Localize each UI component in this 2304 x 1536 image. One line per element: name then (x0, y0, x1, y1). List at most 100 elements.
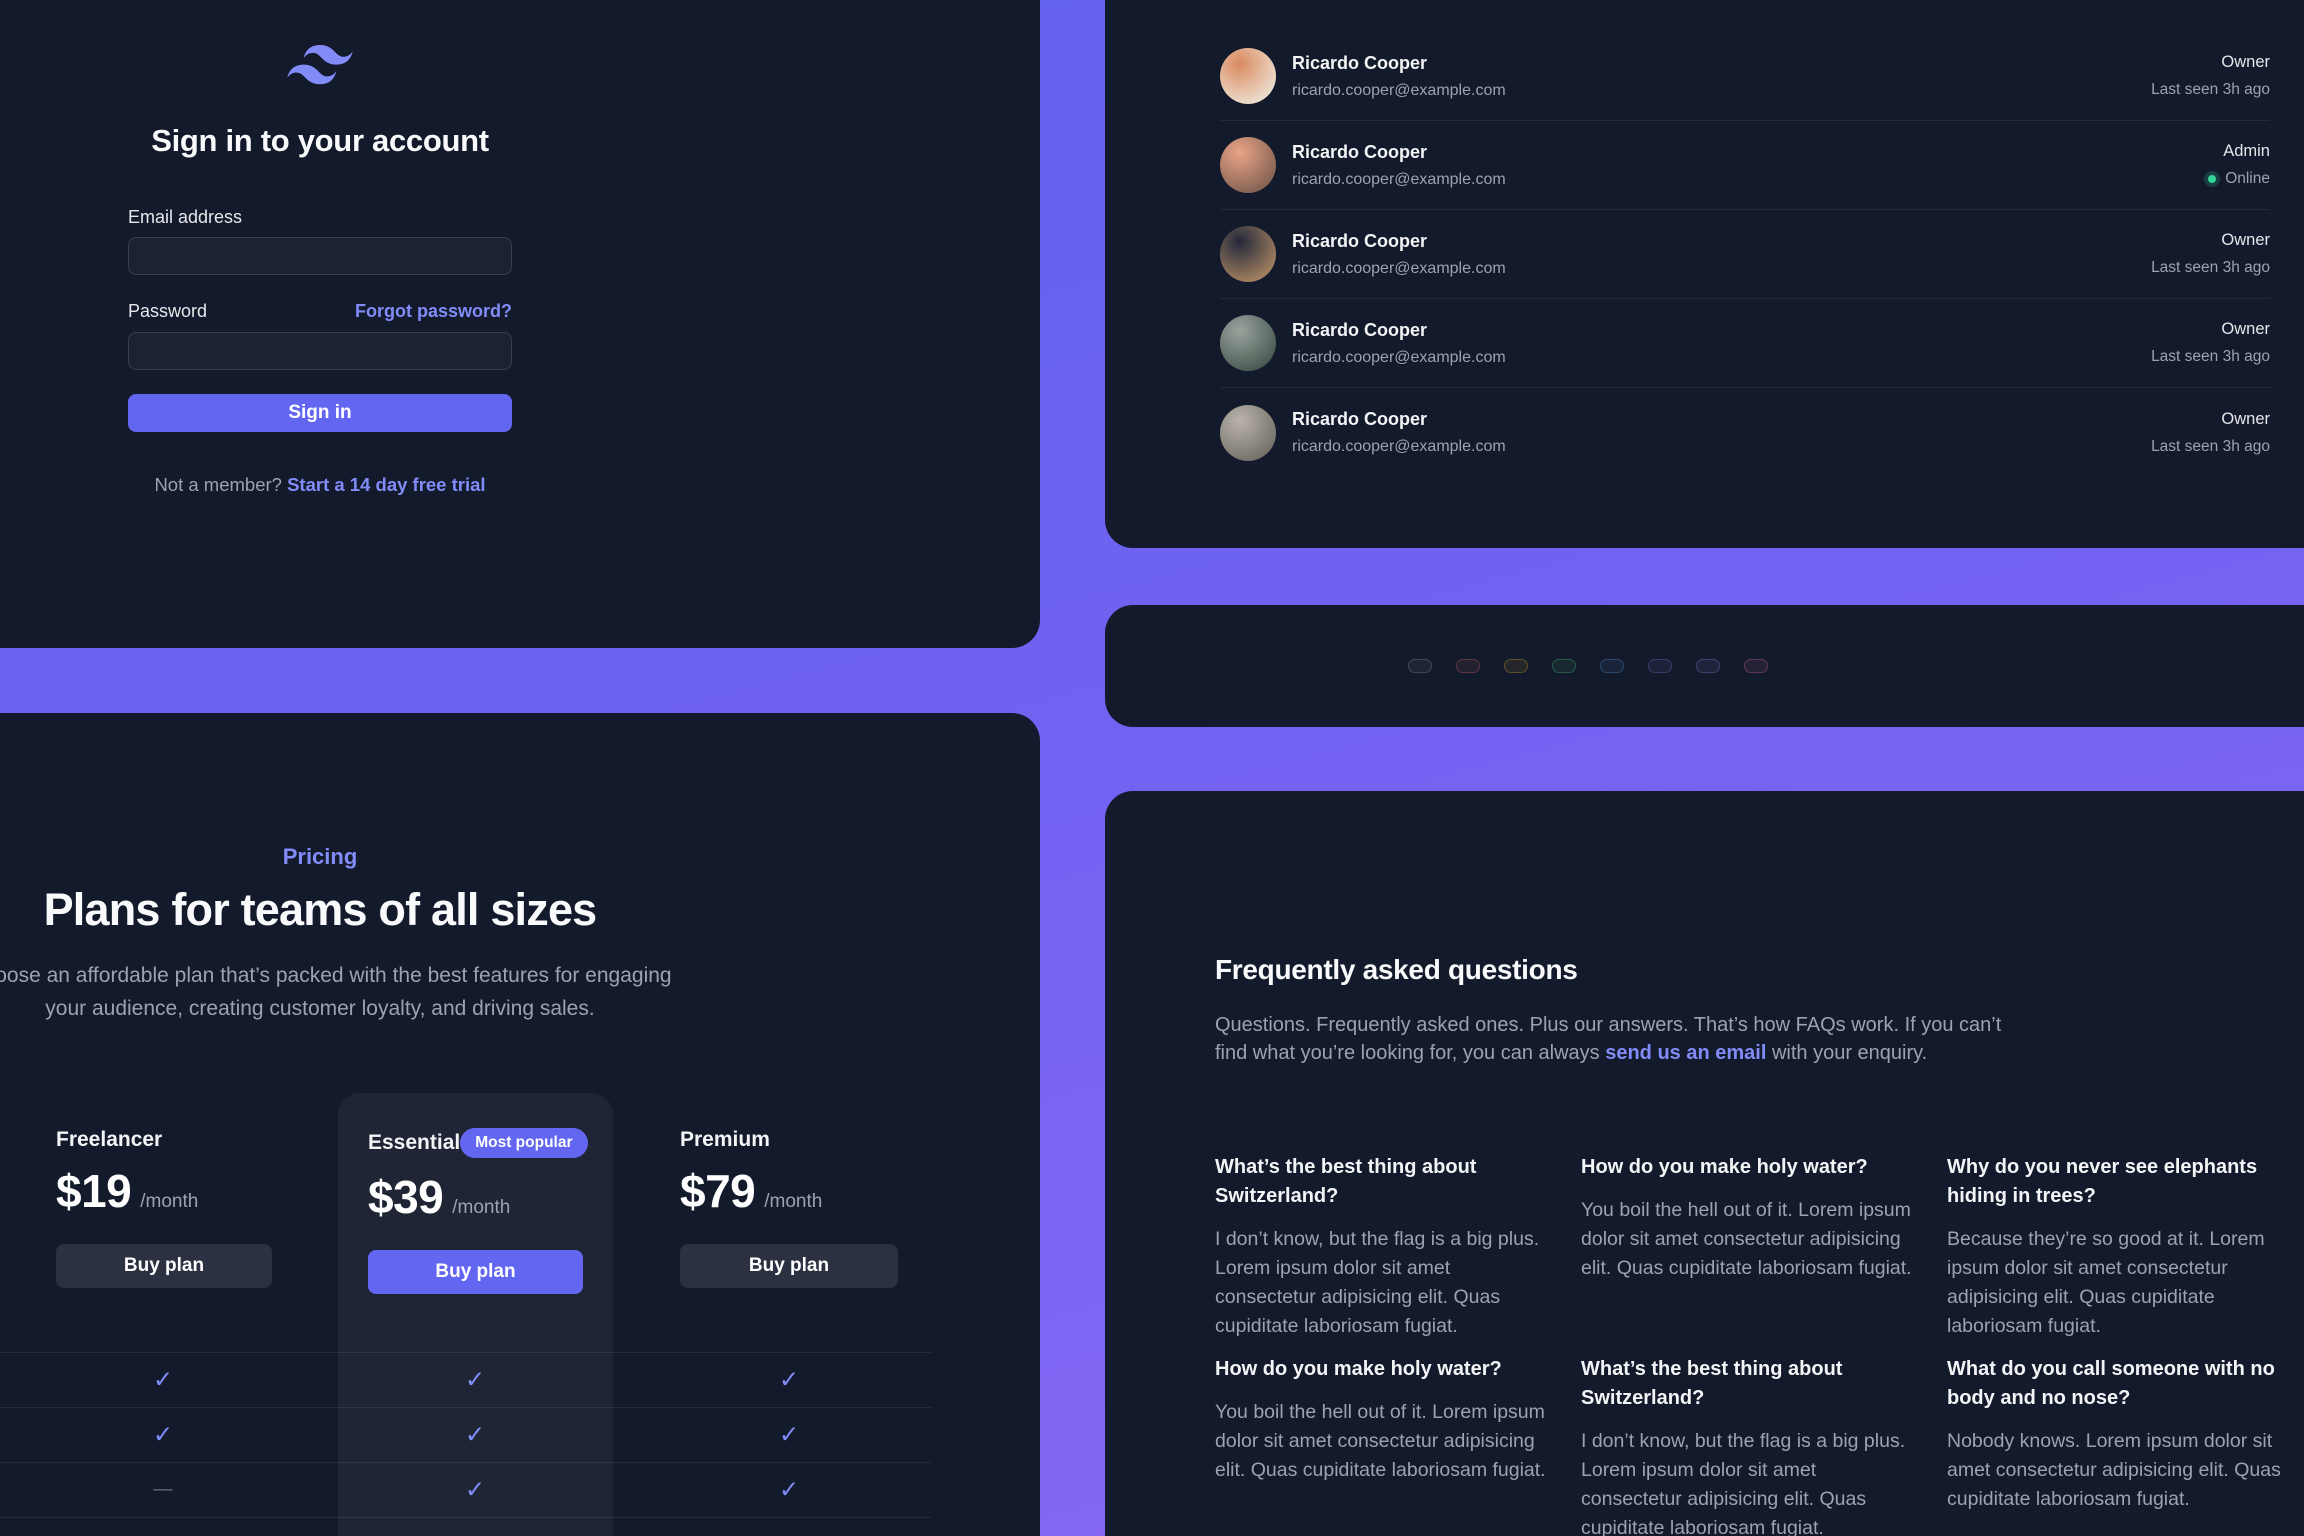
signup-prompt-text: Not a member? (154, 474, 282, 495)
pricing-panel: Pricing Plans for teams of all sizes Cho… (0, 713, 1040, 1536)
buy-plan-button[interactable]: Buy plan (680, 1244, 898, 1288)
check-icon: ✓ (464, 1366, 486, 1394)
faq-intro-line2-pre: find what you’re looking for, you can al… (1215, 1042, 1606, 1064)
status-badge (1552, 659, 1576, 673)
faq-question: What’s the best thing about Switzerland? (1581, 1358, 1843, 1409)
member-status-text: Last seen 3h ago (2151, 259, 2270, 276)
check-icon: ✓ (464, 1421, 486, 1449)
team-member-row: Ricardo Cooper ricardo.cooper@example.co… (1220, 388, 2270, 477)
plan-amount: $19 (56, 1165, 132, 1217)
faq-intro-line2-post: with your enquiry. (1766, 1042, 1928, 1064)
member-status-text: Last seen 3h ago (2151, 348, 2270, 365)
pricing-subtitle: Choose an affordable plan that’s packed … (0, 959, 860, 1025)
tailwind-logo-icon (287, 45, 353, 85)
plan-period: /month (140, 1191, 199, 1212)
plan-name: Freelancer (56, 1128, 163, 1151)
pricing-plan-card: Freelancer $19 /month Buy plan (56, 1093, 272, 1288)
faq-item: How do you make holy water? You boil the… (1215, 1355, 1555, 1536)
member-role: Owner (2221, 409, 2270, 428)
sign-in-button[interactable]: Sign in (128, 394, 512, 432)
buy-plan-button[interactable]: Buy plan (368, 1250, 583, 1294)
free-trial-link[interactable]: Start a 14 day free trial (287, 474, 486, 495)
buy-plan-button[interactable]: Buy plan (56, 1244, 272, 1288)
forgot-password-link[interactable]: Forgot password? (355, 301, 512, 321)
faq-question: Why do you never see elephants hiding in… (1947, 1156, 2258, 1207)
member-status-text: Online (2225, 170, 2270, 187)
faq-question: What do you call someone with no body an… (1947, 1358, 2275, 1409)
feature-row: — ✓ ✓ (0, 1462, 931, 1517)
team-member-row: Ricardo Cooper ricardo.cooper@example.co… (1220, 121, 2270, 210)
team-members-list: Ricardo Cooper ricardo.cooper@example.co… (1220, 32, 2270, 477)
faq-item: What’s the best thing about Switzerland?… (1581, 1355, 1921, 1536)
faq-answer: You boil the hell out of it. Lorem ipsum… (1215, 1401, 1546, 1481)
member-status: Last seen 3h ago (2151, 348, 2270, 366)
check-icon: ✓ (152, 1421, 174, 1449)
faq-question: What’s the best thing about Switzerland? (1215, 1156, 1477, 1207)
plan-amount: $39 (368, 1171, 444, 1223)
avatar (1220, 137, 1276, 193)
feature-row: ✓ ✓ ✓ (0, 1407, 931, 1462)
avatar (1220, 226, 1276, 282)
avatar (1220, 404, 1276, 461)
status-badge (1456, 659, 1480, 673)
member-name: Ricardo Cooper (1292, 141, 1428, 162)
feature-comparison-table: ✓ ✓ ✓ ✓ ✓ ✓ — ✓ ✓ (0, 1352, 931, 1536)
faq-answer: Nobody knows. Lorem ipsum dolor sit amet… (1947, 1430, 2281, 1510)
feature-row (0, 1517, 931, 1536)
pricing-plan-card: Essential Most popular $39 /month Buy pl… (338, 1093, 613, 1294)
faq-item: How do you make holy water? You boil the… (1581, 1153, 1921, 1341)
status-badge (1744, 659, 1768, 673)
faq-answer: I don’t know, but the flag is a big plus… (1581, 1430, 1906, 1536)
pricing-subtitle-line2: your audience, creating customer loyalty… (45, 997, 595, 1020)
member-role: Owner (2221, 231, 2270, 249)
team-member-row: Ricardo Cooper ricardo.cooper@example.co… (1220, 32, 2270, 121)
feature-row: ✓ ✓ ✓ (0, 1352, 931, 1407)
member-role: Owner (2221, 320, 2270, 338)
member-name: Ricardo Cooper (1292, 409, 1428, 429)
plan-price: $19 /month (56, 1166, 272, 1216)
faq-intro-line1: Questions. Frequently asked ones. Plus o… (1215, 1014, 2002, 1036)
avatar (1220, 315, 1276, 371)
pricing-eyebrow: Pricing (282, 844, 358, 869)
member-email: ricardo.cooper@example.com (1292, 348, 1506, 366)
check-icon: ✓ (152, 1366, 174, 1394)
member-status: Online (2208, 170, 2270, 188)
member-email: ricardo.cooper@example.com (1292, 81, 1506, 99)
member-email: ricardo.cooper@example.com (1292, 170, 1506, 188)
member-status: Last seen 3h ago (2151, 259, 2270, 277)
signup-prompt: Not a member? Start a 14 day free trial (128, 474, 512, 496)
most-popular-badge: Most popular (460, 1128, 588, 1158)
status-badge (1648, 659, 1672, 673)
password-field[interactable] (128, 332, 512, 370)
faq-item: What do you call someone with no body an… (1947, 1355, 2287, 1536)
email-label: Email address (128, 207, 243, 227)
email-field[interactable] (128, 237, 512, 275)
badges-panel (1105, 605, 2304, 727)
plan-price: $39 /month (368, 1172, 583, 1222)
check-icon: ✓ (778, 1476, 800, 1504)
avatar (1220, 48, 1276, 104)
check-icon: ✓ (778, 1421, 800, 1449)
faq-item: Why do you never see elephants hiding in… (1947, 1153, 2287, 1341)
signin-panel: Sign in to your account Email address Pa… (0, 0, 1040, 648)
plan-period: /month (452, 1197, 511, 1218)
member-name: Ricardo Cooper (1292, 319, 1428, 340)
send-email-link[interactable]: send us an email (1605, 1042, 1767, 1064)
team-members-panel: Ricardo Cooper ricardo.cooper@example.co… (1105, 0, 2304, 548)
badges-row (1408, 605, 1768, 727)
member-role: Owner (2221, 53, 2270, 71)
faq-grid: What’s the best thing about Switzerland?… (1215, 1153, 2304, 1536)
member-status: Last seen 3h ago (2151, 81, 2270, 99)
faq-answer: Because they’re so good at it. Lorem ips… (1947, 1228, 2265, 1337)
plan-price: $79 /month (680, 1166, 898, 1216)
faq-answer: I don’t know, but the flag is a big plus… (1215, 1228, 1540, 1337)
plan-name: Premium (680, 1128, 770, 1151)
faq-answer: You boil the hell out of it. Lorem ipsum… (1581, 1199, 1912, 1279)
member-status-text: Last seen 3h ago (2151, 437, 2270, 455)
member-email: ricardo.cooper@example.com (1292, 259, 1506, 277)
faq-title: Frequently asked questions (1215, 954, 1578, 985)
faq-item: What’s the best thing about Switzerland?… (1215, 1153, 1555, 1341)
status-badge (1408, 659, 1432, 673)
featured-plan-card-background (338, 1093, 613, 1536)
member-name: Ricardo Cooper (1292, 52, 1428, 73)
